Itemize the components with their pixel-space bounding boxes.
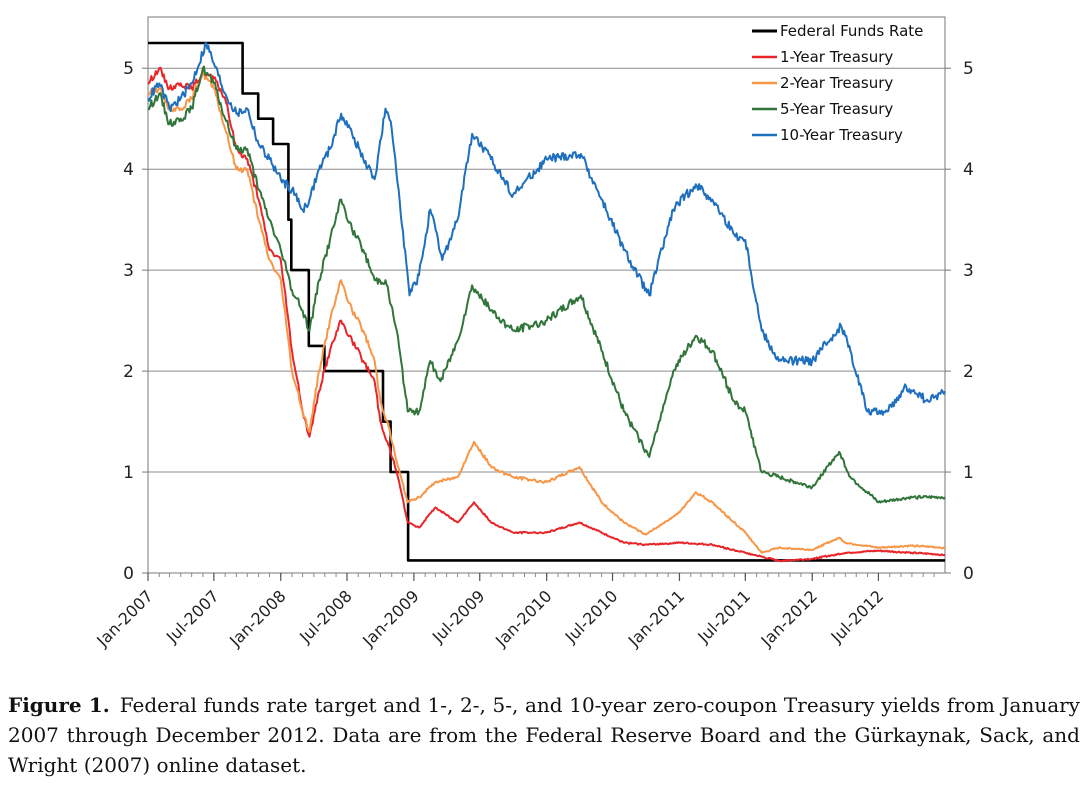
y-tick-label-right: 1 — [963, 463, 974, 483]
y-tick-label-right: 4 — [963, 160, 974, 180]
legend: Federal Funds Rate 1-Year Treasury 2-Year … — [752, 22, 923, 144]
y-tick-label: 3 — [123, 261, 134, 281]
y-tick-label-right: 0 — [963, 564, 974, 584]
left-y-axis: 0 1 2 3 4 5 — [123, 59, 148, 584]
y-tick-label-right: 2 — [963, 362, 974, 382]
caption-text: Federal funds rate target and 1-, 2-, 5-… — [8, 693, 1080, 777]
series-line — [148, 41, 945, 562]
right-y-axis: 0 1 2 3 4 5 — [945, 59, 974, 584]
y-tick-label: 4 — [123, 160, 134, 180]
x-tick-label: Jul-2011 — [693, 586, 754, 647]
x-tick-label: Jan-2009 — [358, 586, 422, 650]
legend-label: Federal Funds Rate — [780, 22, 923, 40]
y-tick-label: 1 — [123, 463, 134, 483]
x-tick-label: Jan-2010 — [491, 586, 555, 650]
x-axis: Jan-2007 Jul-2007 Jan-2008 Jul-2008 Jan-2009… — [92, 573, 935, 651]
y-tick-label: 2 — [123, 362, 134, 382]
figure-caption: Figure 1. Federal funds rate target and 1… — [8, 690, 1080, 780]
y-tick-label-right: 5 — [963, 59, 974, 79]
x-tick-label: Jan-2011 — [624, 586, 688, 650]
x-tick-label: Jan-2007 — [92, 586, 156, 650]
x-tick-label: Jul-2012 — [827, 586, 888, 647]
x-tick-label: Jan-2008 — [225, 586, 289, 650]
series-line — [147, 42, 946, 416]
x-tick-label: Jul-2008 — [295, 586, 356, 647]
series-lines — [147, 41, 946, 563]
y-tick-label: 5 — [123, 59, 134, 79]
legend-label: 5-Year Treasury — [780, 100, 893, 118]
legend-label: 10-Year Treasury — [780, 126, 903, 144]
legend-label: 1-Year Treasury — [780, 48, 893, 66]
legend-label: 2-Year Treasury — [780, 74, 893, 92]
gridlines — [148, 67, 945, 473]
x-tick-label: Jul-2009 — [428, 586, 489, 647]
x-tick-label: Jul-2007 — [162, 586, 223, 647]
series-line — [148, 66, 946, 563]
series-line — [147, 65, 946, 504]
x-tick-label: Jan-2012 — [757, 586, 821, 650]
series-line — [147, 71, 946, 554]
y-tick-label: 0 — [123, 564, 134, 584]
x-tick-label: Jul-2010 — [561, 586, 622, 647]
caption-label: Figure 1. — [8, 693, 110, 717]
y-tick-label-right: 3 — [963, 261, 974, 281]
